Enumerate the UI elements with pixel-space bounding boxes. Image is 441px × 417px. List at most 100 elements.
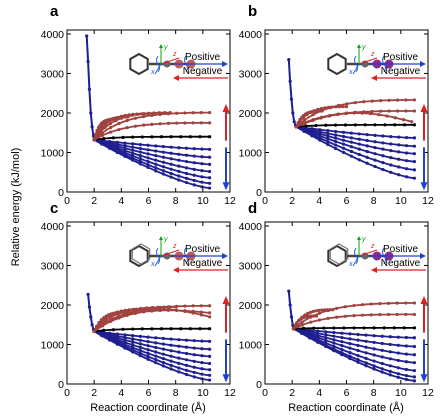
data-point bbox=[107, 313, 111, 317]
data-point bbox=[199, 310, 203, 314]
legend-positive-head bbox=[420, 253, 426, 259]
data-point bbox=[208, 110, 212, 115]
molecule-inset: yz x bbox=[129, 236, 196, 268]
data-point bbox=[404, 167, 409, 171]
data-point bbox=[125, 118, 129, 123]
inset-axis-x bbox=[154, 255, 162, 267]
negative-series bbox=[93, 138, 210, 166]
data-point bbox=[159, 327, 164, 331]
data-point bbox=[154, 354, 158, 358]
data-point bbox=[150, 305, 154, 310]
data-point bbox=[334, 146, 338, 151]
steep-branch bbox=[287, 291, 295, 329]
data-point bbox=[133, 116, 138, 120]
y-tick-label: 2000 bbox=[239, 108, 263, 120]
data-point bbox=[373, 158, 377, 162]
data-point bbox=[389, 142, 393, 146]
data-point bbox=[140, 327, 144, 331]
data-point bbox=[314, 309, 318, 313]
y-tick-label: 0 bbox=[256, 187, 262, 199]
data-point bbox=[177, 158, 181, 162]
data-point bbox=[131, 340, 135, 344]
data-point bbox=[116, 115, 121, 120]
data-point bbox=[95, 128, 99, 133]
data-point bbox=[169, 175, 173, 179]
data-point bbox=[389, 170, 393, 174]
data-point bbox=[326, 128, 330, 133]
data-point bbox=[192, 346, 196, 350]
data-point bbox=[291, 111, 295, 115]
data-point bbox=[146, 159, 150, 164]
data-point bbox=[131, 343, 135, 347]
data-point bbox=[404, 98, 408, 102]
x-tick-label: 0 bbox=[64, 387, 70, 399]
data-point bbox=[388, 373, 392, 377]
data-point bbox=[166, 307, 170, 311]
data-point bbox=[395, 98, 400, 102]
data-point bbox=[184, 372, 189, 377]
data-point bbox=[365, 144, 369, 148]
x-tick-label: 10 bbox=[395, 387, 407, 399]
data-point bbox=[177, 152, 181, 156]
y-tick-label: 3000 bbox=[239, 68, 263, 80]
data-point bbox=[169, 367, 173, 371]
data-point bbox=[208, 368, 212, 372]
data-point bbox=[138, 342, 142, 346]
data-point bbox=[157, 111, 161, 115]
data-point bbox=[368, 112, 373, 116]
inset-axis-y-label: y bbox=[163, 236, 168, 243]
data-point bbox=[138, 345, 142, 349]
data-point bbox=[199, 304, 203, 308]
data-point bbox=[154, 336, 158, 340]
data-point bbox=[287, 58, 291, 62]
molecule-inset: yz x bbox=[129, 44, 196, 76]
x-tick-label: 2 bbox=[289, 195, 295, 207]
negative-series bbox=[93, 330, 210, 358]
inset-axis-x bbox=[154, 63, 162, 75]
data-point bbox=[325, 308, 329, 312]
data-point bbox=[139, 307, 143, 311]
data-point bbox=[340, 347, 344, 352]
data-point bbox=[326, 142, 330, 146]
data-point bbox=[402, 123, 407, 127]
data-point bbox=[169, 171, 173, 176]
data-point bbox=[302, 121, 307, 126]
data-point bbox=[123, 144, 127, 148]
data-point bbox=[154, 345, 158, 350]
data-point bbox=[349, 145, 353, 149]
data-point bbox=[192, 370, 196, 375]
data-point bbox=[154, 144, 158, 148]
data-point bbox=[146, 148, 150, 152]
data-point bbox=[179, 327, 183, 331]
data-point bbox=[349, 136, 353, 140]
data-point bbox=[192, 375, 196, 379]
data-point bbox=[373, 145, 377, 150]
negative-series bbox=[293, 327, 415, 372]
data-point bbox=[380, 334, 384, 338]
arrow-head bbox=[420, 182, 428, 191]
data-point bbox=[208, 347, 212, 351]
x-tick-label: 2 bbox=[91, 195, 97, 207]
data-point bbox=[85, 34, 89, 38]
data-point bbox=[353, 123, 357, 127]
data-point bbox=[138, 150, 142, 154]
data-point bbox=[304, 124, 308, 128]
negative-arrow bbox=[222, 147, 230, 191]
data-point bbox=[199, 111, 203, 115]
data-point bbox=[381, 161, 385, 165]
data-point bbox=[356, 353, 360, 358]
inset-axis-z-label: z bbox=[370, 51, 375, 58]
data-point bbox=[146, 340, 150, 344]
data-point bbox=[146, 152, 150, 156]
data-point bbox=[412, 312, 417, 317]
data-point bbox=[117, 121, 121, 126]
arrow-head bbox=[222, 104, 230, 112]
data-point bbox=[183, 309, 187, 314]
data-point bbox=[100, 334, 104, 338]
data-point bbox=[86, 60, 90, 64]
data-point bbox=[177, 174, 181, 178]
data-point bbox=[208, 304, 212, 308]
x-tick-label: 4 bbox=[118, 387, 124, 399]
data-point bbox=[152, 111, 156, 115]
data-point bbox=[392, 326, 396, 330]
